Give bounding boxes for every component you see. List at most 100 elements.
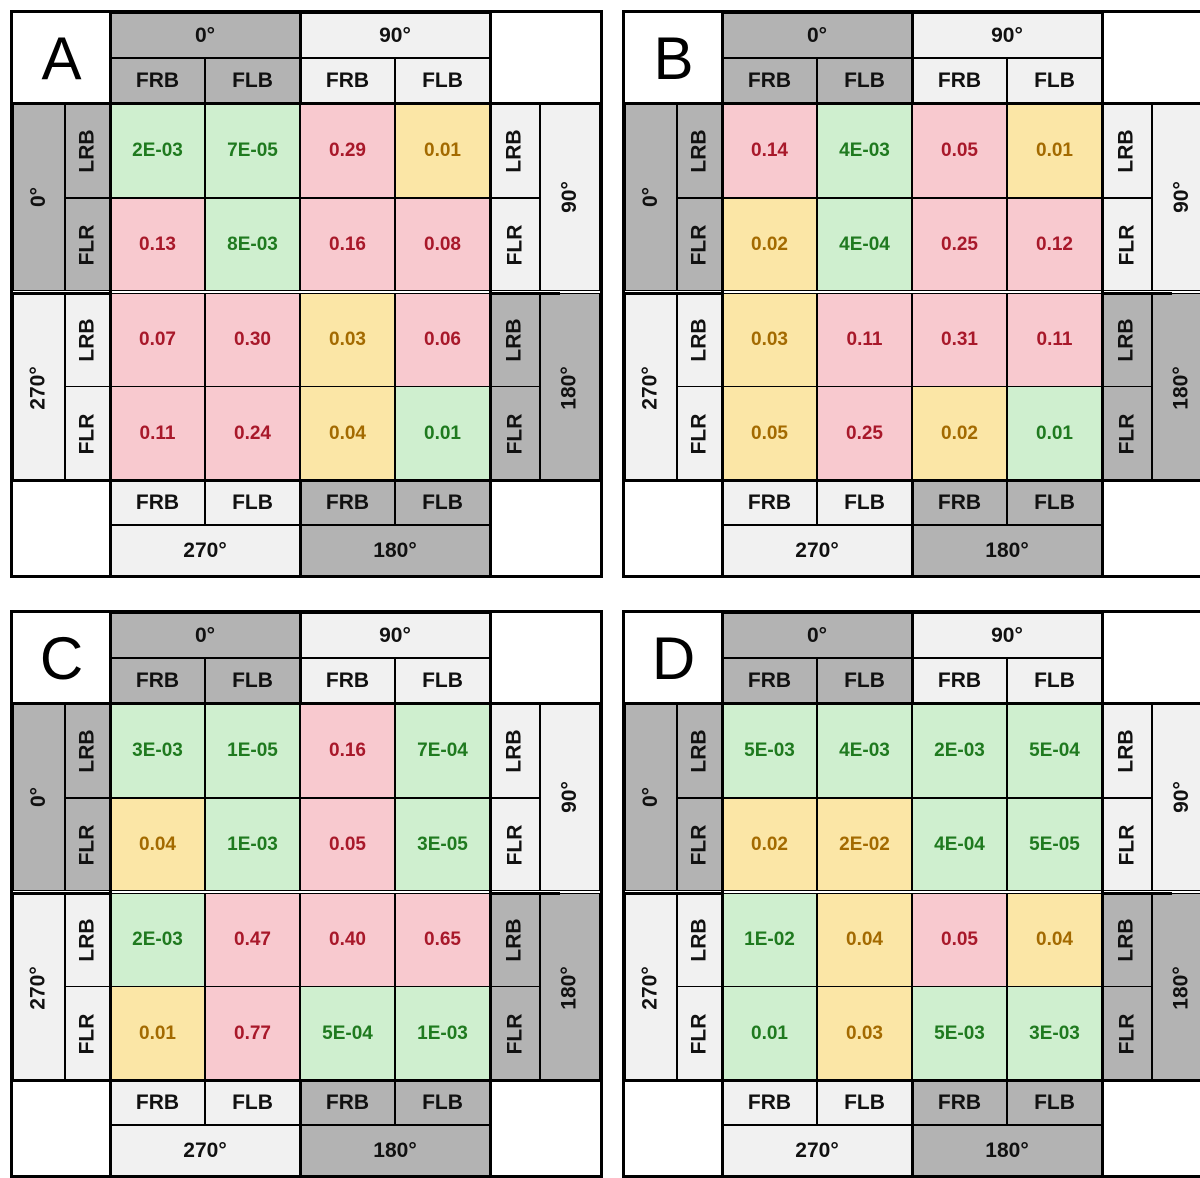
right-lrb-180-text: LRB <box>1114 918 1138 962</box>
bottom-angle-180-text: 180° <box>373 539 417 562</box>
left-lrb-0: LRB <box>677 103 722 198</box>
right-lrb-90: LRB <box>490 703 540 798</box>
left-angle-0: 0° <box>13 103 65 291</box>
value-cell: 2E-03 <box>110 893 205 987</box>
top-flb-90: FLB <box>395 58 490 103</box>
top-angle-0-text: 0° <box>806 23 828 47</box>
grid-divider <box>910 480 914 575</box>
bottom-angle-180: 180° <box>912 525 1102 575</box>
left-flr-0-text: FLR <box>687 824 711 865</box>
left-angle-0: 0° <box>625 103 677 291</box>
right-angle-180-text: 180° <box>558 365 581 410</box>
value-cell-text: 0.01 <box>424 422 461 444</box>
panel-letter: C <box>39 624 84 692</box>
value-cell-text: 1E-02 <box>744 929 795 950</box>
value-cell: 0.11 <box>1007 293 1102 387</box>
top-angle-90: 90° <box>912 613 1102 658</box>
grid-divider <box>488 13 492 575</box>
top-angle-0: 0° <box>722 13 912 58</box>
left-angle-0-text: 0° <box>26 786 50 808</box>
value-cell-text: 5E-05 <box>1029 833 1080 855</box>
bottom-frb-180-text: FRB <box>937 490 982 514</box>
left-flr-270: FLR <box>677 386 722 481</box>
value-cell-text: 4E-04 <box>934 833 985 855</box>
value-cell: 2E-02 <box>817 798 912 891</box>
right-angle-90: 90° <box>540 103 600 291</box>
bottom-frb-270-text: FRB <box>135 1090 180 1114</box>
grid-divider <box>910 613 914 703</box>
bottom-frb-270: FRB <box>722 480 817 525</box>
left-angle-270-text: 270° <box>639 965 662 1010</box>
value-cell-text: 0.01 <box>1036 422 1073 444</box>
top-frb-0: FRB <box>722 58 817 103</box>
bottom-angle-270-text: 270° <box>795 539 839 562</box>
grid-divider <box>1102 891 1172 895</box>
right-angle-90: 90° <box>1152 703 1200 891</box>
top-frb-0-text: FRB <box>135 68 180 92</box>
value-cell-text: 0.13 <box>139 233 176 255</box>
value-cell: 0.13 <box>110 198 205 291</box>
left-angle-270: 270° <box>625 293 677 482</box>
value-cell-text: 0.03 <box>751 329 788 350</box>
right-flr-90: FLR <box>490 198 540 291</box>
grid-divider <box>13 478 600 482</box>
top-flb-90-text: FLB <box>1034 68 1075 92</box>
value-cell: 0.40 <box>300 893 395 987</box>
left-flr-0: FLR <box>65 798 110 891</box>
grid-divider <box>625 701 1200 705</box>
right-lrb-90: LRB <box>1102 103 1152 198</box>
bottom-angle-180-text: 180° <box>985 539 1029 562</box>
value-cell-text: 0.30 <box>234 329 271 350</box>
bottom-angle-270-text: 270° <box>183 539 227 562</box>
value-cell-text: 0.12 <box>1036 233 1073 255</box>
grid-divider <box>108 613 112 1175</box>
value-cell: 0.31 <box>912 293 1007 387</box>
value-cell: 4E-04 <box>912 798 1007 891</box>
left-flr-270-text: FLR <box>687 1013 711 1054</box>
top-flb-0: FLB <box>817 58 912 103</box>
panel-letter: D <box>651 624 696 692</box>
left-angle-0-text: 0° <box>638 786 662 808</box>
value-cell: 0.06 <box>395 293 490 387</box>
value-cell-text: 0.25 <box>846 422 883 444</box>
top-angle-90-text: 90° <box>379 23 411 47</box>
top-frb-90: FRB <box>300 58 395 103</box>
bottom-angle-180: 180° <box>912 1125 1102 1175</box>
right-flr-180: FLR <box>490 386 540 481</box>
value-cell-text: 0.11 <box>139 422 176 444</box>
grid-divider <box>1100 613 1104 1175</box>
left-flr-0: FLR <box>677 198 722 291</box>
top-angle-0: 0° <box>110 13 300 58</box>
top-frb-90-text: FRB <box>937 668 982 692</box>
right-lrb-180-text: LRB <box>502 918 526 962</box>
value-cell: 0.05 <box>722 386 817 481</box>
value-cell-text: 2E-03 <box>934 739 985 761</box>
right-flr-180-text: FLR <box>1114 413 1138 454</box>
value-cell: 5E-03 <box>912 986 1007 1081</box>
value-cell: 0.05 <box>912 893 1007 987</box>
value-cell: 0.25 <box>912 198 1007 291</box>
left-angle-270-text: 270° <box>27 965 50 1010</box>
right-flr-90: FLR <box>1102 198 1152 291</box>
top-angle-90-text: 90° <box>991 623 1023 647</box>
value-cell: 0.03 <box>817 986 912 1081</box>
grid-divider <box>1102 291 1172 295</box>
value-cell-text: 0.77 <box>234 1022 271 1044</box>
right-lrb-90-text: LRB <box>502 728 526 773</box>
value-cell: 1E-03 <box>205 798 300 891</box>
grid-divider <box>13 701 600 705</box>
left-lrb-270: LRB <box>677 893 722 987</box>
right-angle-90-text: 90° <box>557 181 581 213</box>
top-angle-0: 0° <box>722 613 912 658</box>
value-cell-text: 0.08 <box>424 233 461 255</box>
panel-d: D 0° 90° FRB FLB FRB FLB FRB FLB FRB FLB 270° 180° 0°… <box>622 610 1200 1178</box>
top-flb-90-text: FLB <box>1034 668 1075 692</box>
left-angle-270: 270° <box>13 293 65 482</box>
value-cell: 0.01 <box>722 986 817 1081</box>
bottom-angle-270: 270° <box>110 525 300 575</box>
value-cell: 7E-04 <box>395 703 490 798</box>
value-cell-text: 1E-03 <box>417 1022 468 1044</box>
bottom-frb-180: FRB <box>300 480 395 525</box>
value-cell: 0.04 <box>1007 893 1102 987</box>
left-lrb-0-text: LRB <box>75 128 99 173</box>
